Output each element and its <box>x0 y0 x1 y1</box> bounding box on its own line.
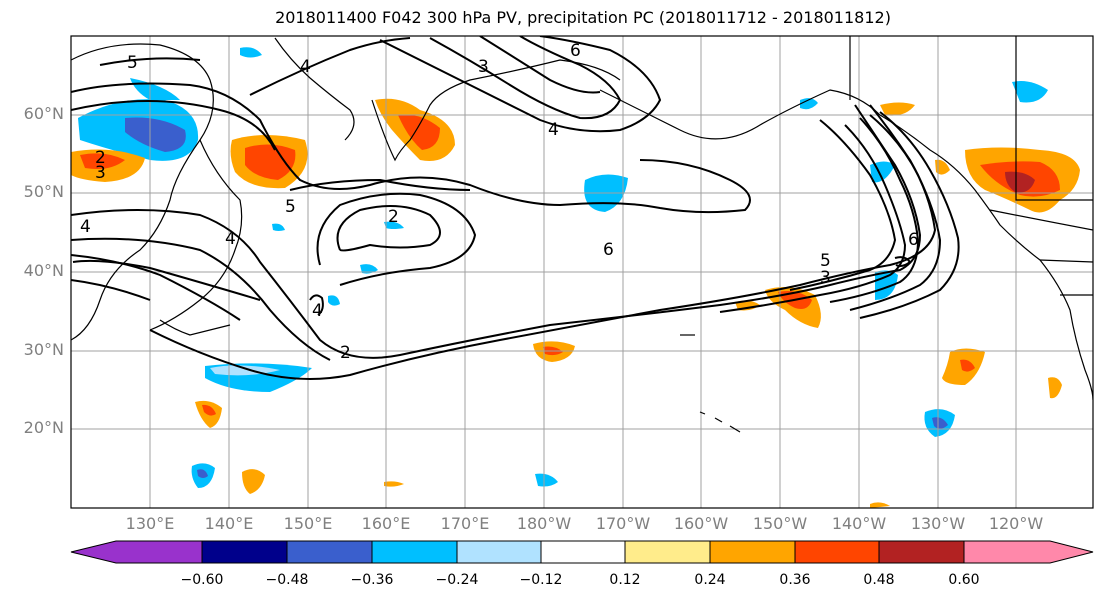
contour-label: 2 <box>95 148 106 168</box>
contour-label: 4 <box>300 57 311 77</box>
lat-label: 30°N <box>23 340 64 359</box>
lon-label: 170°W <box>595 514 651 533</box>
colorbar-tick: 0.60 <box>948 572 980 588</box>
colorbar-tick: −0.48 <box>265 572 309 588</box>
lon-label: 130°E <box>125 514 175 533</box>
contour-label: 6 <box>570 41 581 61</box>
contour-label: 3 <box>820 268 831 288</box>
map-frame <box>70 35 1094 509</box>
contour-label: 6 <box>603 240 614 260</box>
contour-label: 2 <box>340 343 351 363</box>
contour-label: 4 <box>312 301 323 321</box>
lon-label: 170°E <box>440 514 490 533</box>
contour-label: 5 <box>127 53 138 73</box>
map-title: 2018011400 F042 300 hPa PV, precipitatio… <box>275 8 891 27</box>
colorbar-tick: −0.60 <box>180 572 224 588</box>
lon-label: 180°W <box>516 514 572 533</box>
contour-label: 2 <box>388 207 399 227</box>
colorbar-tick: −0.24 <box>435 572 479 588</box>
coastlines <box>71 36 1093 433</box>
map-area: 5 4 3 6 4 2 3 5 4 2 6 5 3 6 4 2 4 <box>71 36 1093 508</box>
lon-label: 130°W <box>910 514 966 533</box>
lon-label: 140°W <box>831 514 887 533</box>
lon-label: 120°W <box>988 514 1044 533</box>
contour-label: 3 <box>95 163 106 183</box>
lat-label: 40°N <box>23 261 64 280</box>
contour-label: 4 <box>80 217 91 237</box>
colorbar-tick: 0.48 <box>863 572 895 588</box>
lat-label: 50°N <box>23 182 64 201</box>
pv-contours <box>71 36 960 380</box>
lon-label: 160°W <box>673 514 729 533</box>
colorbar-tick: 0.24 <box>694 572 726 588</box>
lon-label: 150°W <box>752 514 808 533</box>
lon-label: 150°E <box>283 514 333 533</box>
lon-label: 160°E <box>361 514 411 533</box>
contour-label: 5 <box>820 251 831 271</box>
contour-label: 3 <box>478 57 489 77</box>
contour-label: 6 <box>908 230 919 250</box>
lat-label: 20°N <box>23 418 64 437</box>
colorbar-tick: 0.36 <box>779 572 811 588</box>
colorbar-tick: −0.12 <box>519 572 563 588</box>
lat-label: 60°N <box>23 104 64 123</box>
colorbar <box>70 540 1094 564</box>
colorbar-tick: 0.12 <box>609 572 641 588</box>
contour-label: 4 <box>548 120 559 140</box>
contour-label: 5 <box>285 197 296 217</box>
contour-label: 4 <box>225 229 236 249</box>
contour-label-group: 5 4 3 6 4 2 3 5 4 2 6 5 3 6 4 2 4 <box>80 41 919 363</box>
lon-label: 140°E <box>204 514 254 533</box>
colorbar-tick: −0.36 <box>350 572 394 588</box>
graticule <box>71 36 1093 508</box>
